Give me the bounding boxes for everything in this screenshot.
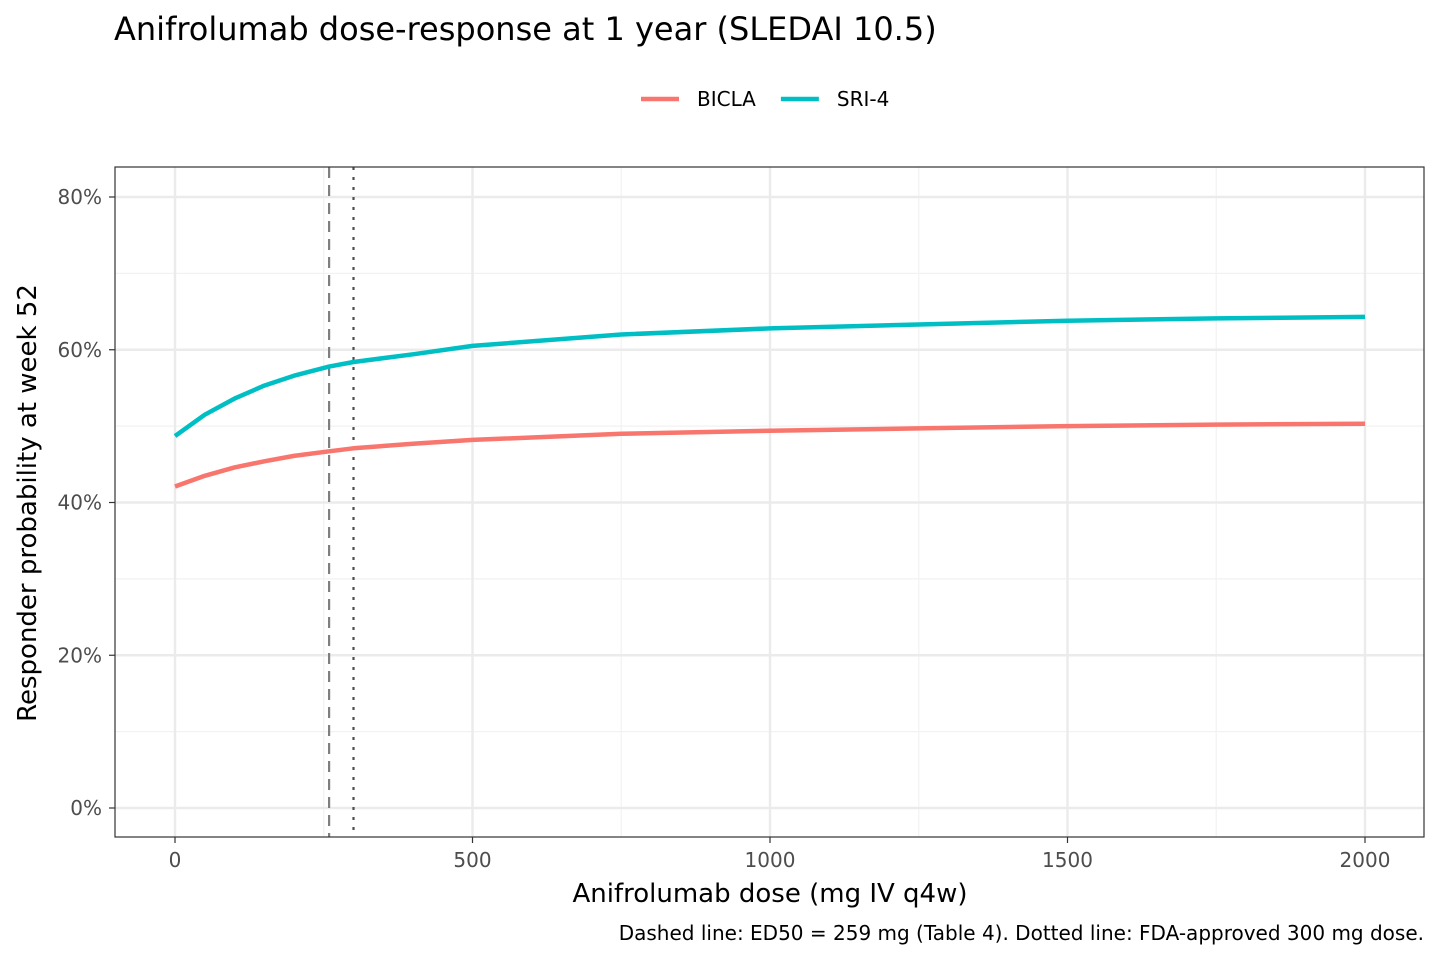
y-tick-label: 20%: [58, 643, 102, 667]
x-tick-label: 2000: [1340, 848, 1391, 872]
reference-lines: [328, 167, 355, 837]
x-tick-label: 1500: [1042, 848, 1093, 872]
legend-label-bicla: BICLA: [697, 87, 756, 111]
chart-title: Anifrolumab dose-response at 1 year (SLE…: [114, 10, 937, 48]
chart-caption: Dashed line: ED50 = 259 mg (Table 4). Do…: [619, 921, 1424, 945]
y-tick-label: 0%: [70, 796, 102, 820]
x-tick-label: 500: [453, 848, 491, 872]
y-tick-label: 80%: [58, 185, 102, 209]
y-axis: 0% 20% 40% 60% 80%: [58, 185, 115, 820]
x-axis-title: Anifrolumab dose (mg IV q4w): [572, 879, 967, 909]
legend-label-sri-4: SRI-4: [837, 87, 889, 111]
series-line-bicla: [174, 421, 1366, 489]
x-tick-label: 1000: [745, 848, 796, 872]
legend: BICLA SRI-4: [641, 87, 889, 111]
y-tick-label: 40%: [58, 491, 102, 515]
y-tick-label: 60%: [58, 338, 102, 362]
y-axis-title: Responder probability at week 52: [13, 284, 43, 722]
series-lines: [173, 314, 1366, 489]
x-tick-label: 0: [169, 848, 182, 872]
series-line-sri-4: [173, 314, 1366, 438]
grid-major: [115, 167, 1424, 837]
x-axis: 0 500 1000 1500 2000: [169, 837, 1391, 872]
